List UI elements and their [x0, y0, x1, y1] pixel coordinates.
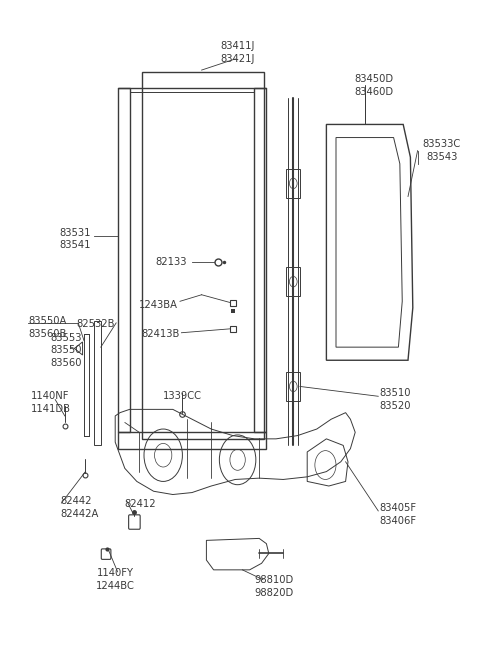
Text: 83531
83541: 83531 83541: [60, 228, 91, 250]
Text: 83450D
83460D: 83450D 83460D: [355, 74, 394, 96]
Text: 82442
82442A: 82442 82442A: [60, 496, 98, 519]
Text: 83411J
83421J: 83411J 83421J: [220, 41, 255, 64]
Text: 83405F
83406F: 83405F 83406F: [379, 503, 416, 525]
Text: 82532B: 82532B: [77, 319, 115, 329]
Text: 82413B: 82413B: [142, 329, 180, 339]
Text: 83550A
83560B: 83550A 83560B: [29, 316, 67, 339]
Text: 83510
83520: 83510 83520: [379, 388, 411, 411]
Text: 83533C
83543: 83533C 83543: [422, 140, 461, 162]
Text: 82412: 82412: [125, 499, 156, 510]
Bar: [286, 169, 300, 198]
Text: 1339CC: 1339CC: [163, 391, 202, 402]
Text: 82133: 82133: [156, 257, 187, 267]
Bar: [286, 267, 300, 296]
Bar: [286, 372, 300, 401]
Text: 1243BA: 1243BA: [139, 299, 178, 310]
Text: 1140FY
1244BC: 1140FY 1244BC: [96, 569, 134, 591]
Text: 98810D
98820D: 98810D 98820D: [254, 575, 293, 597]
Text: 1140NF
1141DB: 1140NF 1141DB: [31, 392, 71, 414]
Text: 83553
83550
83560: 83553 83550 83560: [50, 333, 82, 368]
